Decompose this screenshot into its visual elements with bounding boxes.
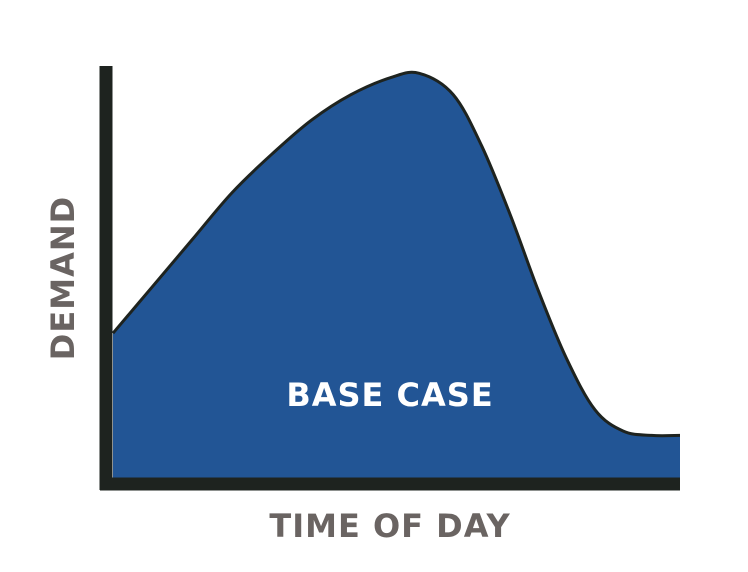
x-axis-label: TIME OF DAY	[269, 507, 510, 545]
y-axis-label: DEMAND	[44, 196, 82, 360]
base-case-area	[113, 72, 680, 479]
area-label-base-case: BASE CASE	[286, 376, 493, 414]
base-case-curve	[111, 70, 681, 438]
